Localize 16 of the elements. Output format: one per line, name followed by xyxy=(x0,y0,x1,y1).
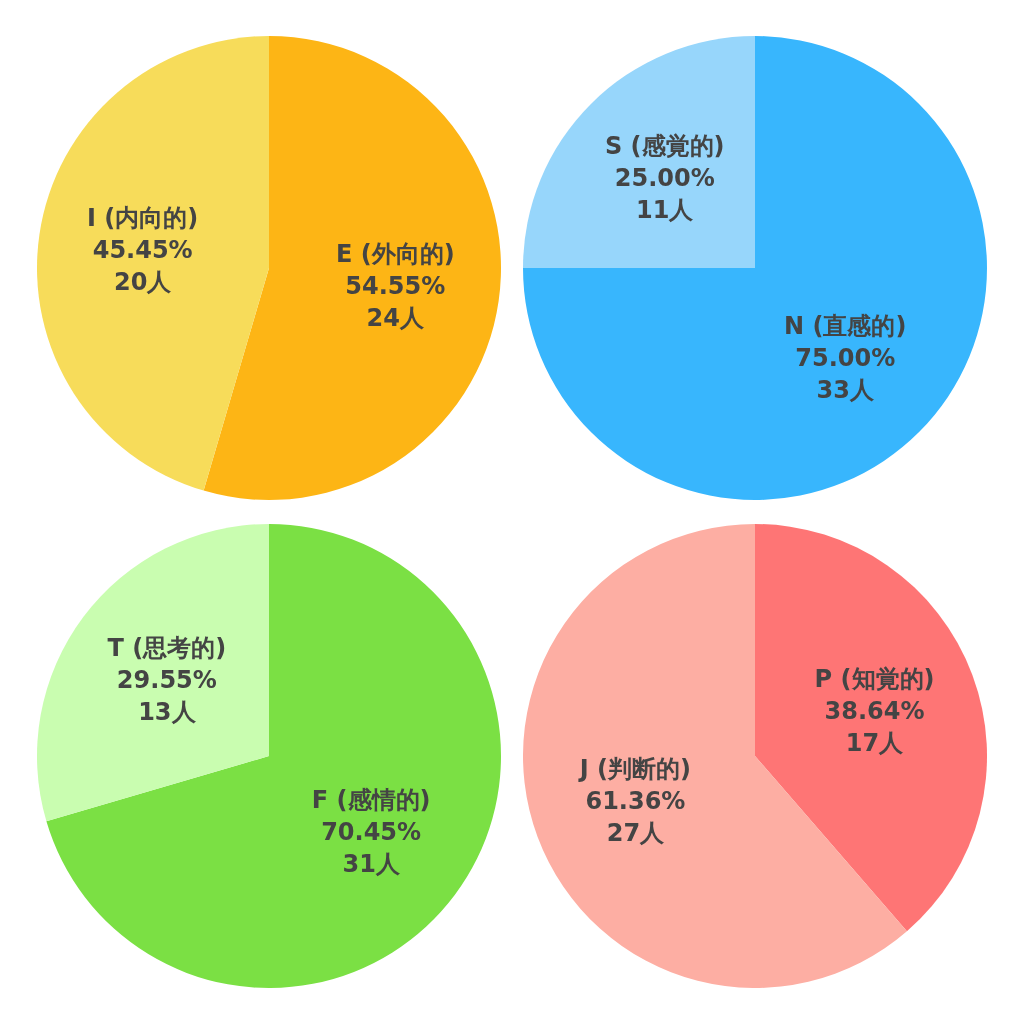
slice-label: E (外向的) xyxy=(335,240,455,269)
data-label: 45.45% 20人 xyxy=(92,235,193,296)
data-label: 75.00% 33人 xyxy=(795,344,896,405)
data-label: 70.45% 31人 xyxy=(321,818,422,879)
data-label: 29.55% 13人 xyxy=(116,665,217,726)
data-label: 61.36% 27人 xyxy=(585,786,686,847)
slice-label: S (感覚的) xyxy=(604,131,725,160)
data-label: 38.64% 17人 xyxy=(824,697,925,758)
slice-label: P (知覚的) xyxy=(814,665,935,694)
slice-label: F (感情的) xyxy=(311,786,431,815)
slice-label: J (判断的) xyxy=(577,754,692,783)
slice-label: N (直感的) xyxy=(784,312,907,341)
slice-label: T (思考的) xyxy=(107,633,227,662)
data-label: 54.55% 24人 xyxy=(345,272,446,333)
slice-label: I (内向的) xyxy=(87,203,199,232)
data-label: 25.00% 11人 xyxy=(614,163,715,224)
